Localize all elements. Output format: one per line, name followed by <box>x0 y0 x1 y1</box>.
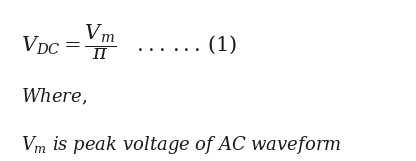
Text: $\mathit{V}_m\ \mathit{is\ peak\ voltage\ of\ AC\ waveform}$: $\mathit{V}_m\ \mathit{is\ peak\ voltage… <box>21 134 341 156</box>
Text: $\mathit{Where,}$: $\mathit{Where,}$ <box>21 86 87 107</box>
Text: $\mathit{V}_{DC} = \dfrac{\mathit{V}_m}{\pi}$   $\mathit{...\,...\,(1)}$: $\mathit{V}_{DC} = \dfrac{\mathit{V}_m}{… <box>21 22 237 62</box>
